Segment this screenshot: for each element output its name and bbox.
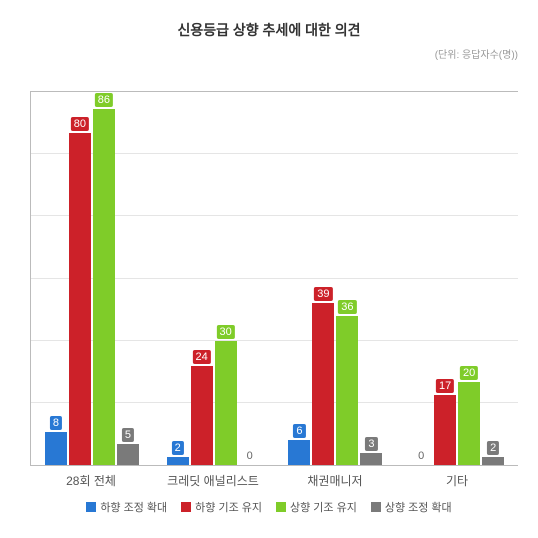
- bar-group: 880865: [31, 92, 153, 465]
- bar-value-label: 24: [193, 350, 211, 364]
- bar-value-label: 17: [436, 379, 454, 393]
- bar-value-label: 86: [95, 93, 113, 107]
- bar-value-label: 39: [314, 287, 332, 301]
- bar: 30: [215, 341, 237, 465]
- bar-value-label: 5: [122, 428, 134, 442]
- legend: 하향 조정 확대 하향 기조 유지 상향 기조 유지 상향 조정 확대: [10, 499, 528, 515]
- legend-swatch: [371, 502, 381, 512]
- bar-value-label: 2: [172, 441, 184, 455]
- bar-value-label: 20: [460, 366, 478, 380]
- chart-title: 신용등급 상향 추세에 대한 의견: [10, 20, 528, 40]
- legend-label: 상향 기조 유지: [290, 499, 357, 515]
- bar-value-label: 0: [244, 449, 256, 463]
- legend-label: 하향 기조 유지: [195, 499, 262, 515]
- bar: 2: [482, 457, 504, 465]
- x-axis-label: 기타: [396, 466, 518, 489]
- legend-swatch: [276, 502, 286, 512]
- bar-value-label: 6: [293, 424, 305, 438]
- bar-group: 017202: [396, 92, 518, 465]
- bar: 8: [45, 432, 67, 465]
- bar-groups: 880865224300639363017202: [31, 92, 518, 465]
- bar: 6: [288, 440, 310, 465]
- x-axis-label: 채권매니저: [274, 466, 396, 489]
- legend-item: 상향 기조 유지: [276, 499, 357, 515]
- bar: 20: [458, 382, 480, 465]
- bar-group: 639363: [275, 92, 397, 465]
- plot-area: 880865224300639363017202: [30, 91, 518, 466]
- legend-label: 상향 조정 확대: [385, 499, 452, 515]
- bar: 36: [336, 316, 358, 465]
- bar-value-label: 80: [71, 117, 89, 131]
- chart-subtitle: (단위: 응답자수(명)): [10, 46, 528, 61]
- legend-item: 하향 조정 확대: [86, 499, 167, 515]
- bar-value-label: 36: [338, 300, 356, 314]
- legend-item: 상향 조정 확대: [371, 499, 452, 515]
- chart-container: 신용등급 상향 추세에 대한 의견 (단위: 응답자수(명)) 88086522…: [0, 0, 538, 538]
- bar-value-label: 30: [217, 325, 235, 339]
- bar-value-label: 2: [487, 441, 499, 455]
- bar: 2: [167, 457, 189, 465]
- bar: 3: [360, 453, 382, 465]
- legend-swatch: [181, 502, 191, 512]
- bar-value-label: 0: [415, 449, 427, 463]
- legend-label: 하향 조정 확대: [100, 499, 167, 515]
- bar: 24: [191, 366, 213, 465]
- bar-value-label: 3: [365, 437, 377, 451]
- bar: 5: [117, 444, 139, 465]
- legend-swatch: [86, 502, 96, 512]
- bar: 17: [434, 395, 456, 465]
- bar: 80: [69, 133, 91, 465]
- bar-value-label: 8: [50, 416, 62, 430]
- x-axis-label: 크레딧 애널리스트: [152, 466, 274, 489]
- bar-group: 224300: [153, 92, 275, 465]
- legend-item: 하향 기조 유지: [181, 499, 262, 515]
- bar: 39: [312, 303, 334, 465]
- x-axis-labels: 28회 전체크레딧 애널리스트채권매니저기타: [30, 466, 518, 489]
- x-axis-label: 28회 전체: [30, 466, 152, 489]
- bar: 86: [93, 109, 115, 465]
